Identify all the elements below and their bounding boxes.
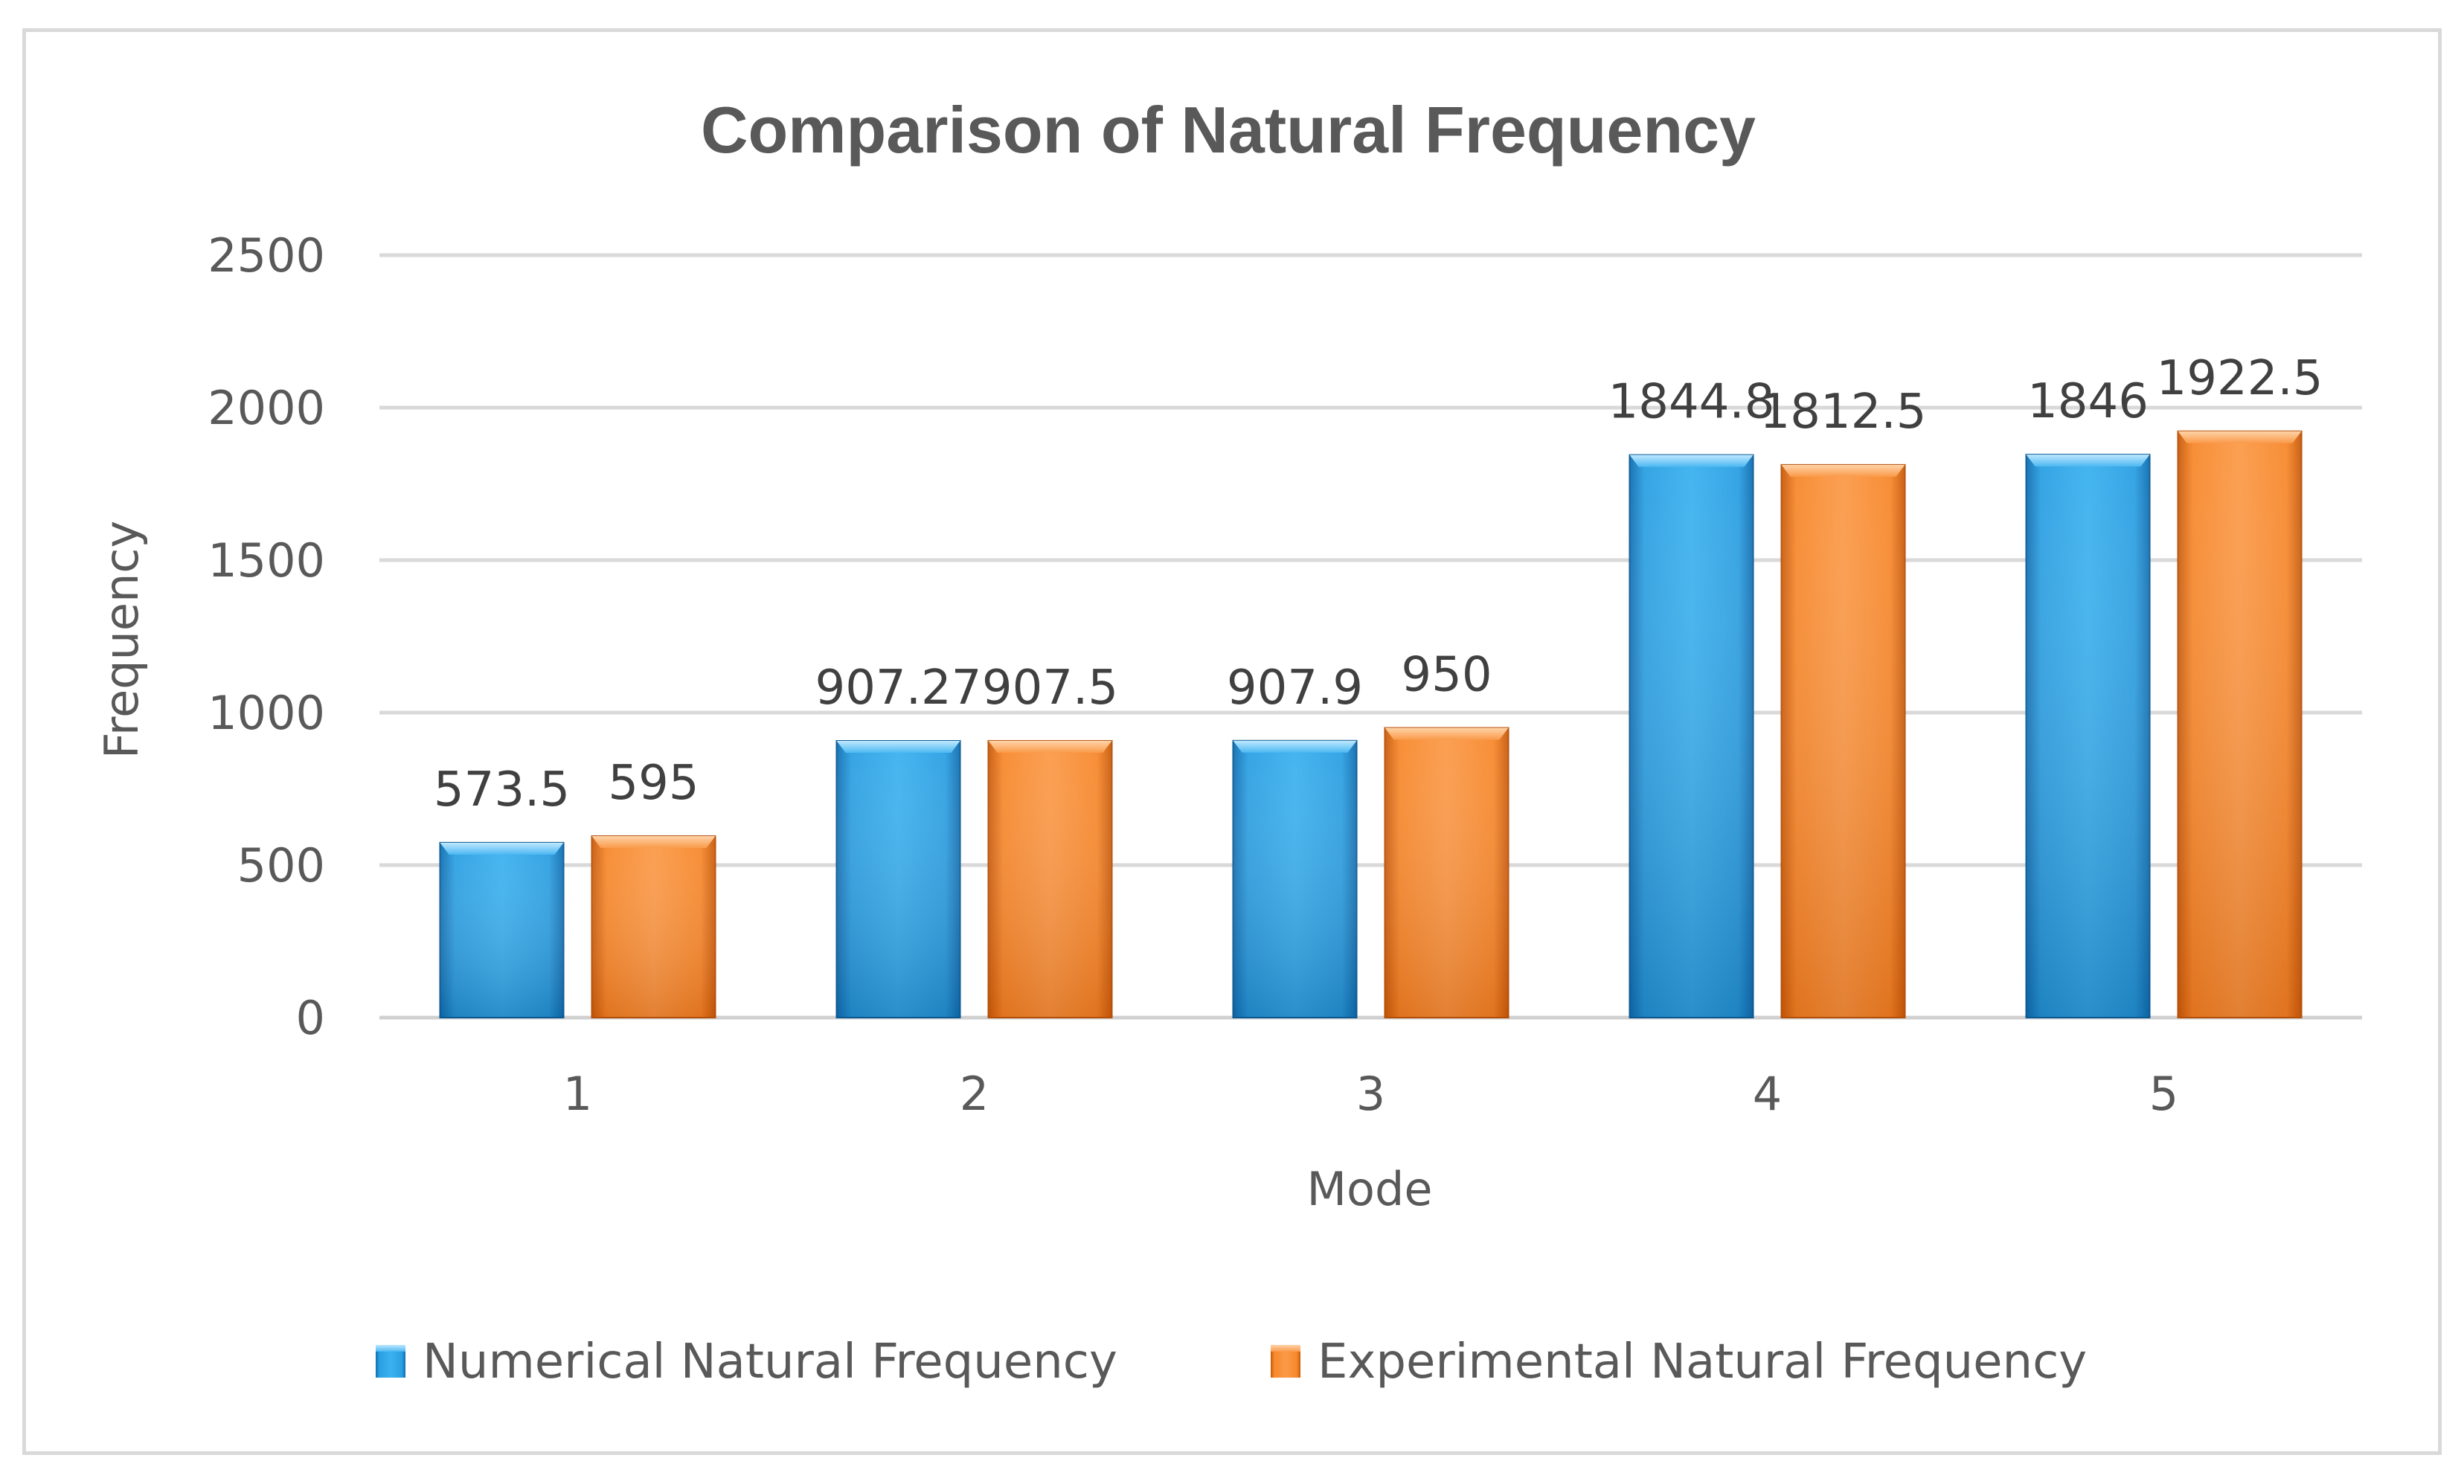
x-tick-label: 2 (960, 1067, 989, 1121)
bar-numerical-shade (440, 842, 564, 1018)
legend-item-numerical: Numerical Natural Frequency (376, 1334, 1117, 1390)
bar-numerical-shade (1629, 454, 1754, 1018)
bar-experimental-cap (988, 740, 1112, 753)
legend-item-experimental: Experimental Natural Frequency (1271, 1334, 2087, 1390)
bar-experimental-mode-4 (1780, 463, 1906, 1018)
y-tick-label: 0 (296, 991, 325, 1045)
data-label-numerical-mode-4: 1844.8 (1608, 375, 1775, 430)
x-tick-label: 5 (2149, 1067, 2178, 1121)
data-label-experimental-mode-1: 595 (608, 756, 699, 811)
y-tick-label: 1000 (208, 686, 325, 740)
bar-experimental-shade (988, 740, 1112, 1018)
legend-swatch-cap-numerical (376, 1345, 405, 1352)
bar-numerical-shade (836, 741, 960, 1018)
data-label-numerical-mode-3: 907.9 (1227, 661, 1363, 716)
bar-experimental-cap (1385, 727, 1509, 740)
bar-numerical-mode-4 (1629, 454, 1754, 1018)
y-tick-label: 2500 (208, 228, 325, 283)
data-label-experimental-mode-4: 1812.5 (1760, 385, 1927, 440)
bar-experimental-cap (591, 836, 716, 849)
bar-experimental-shade (2178, 431, 2302, 1018)
data-label-numerical-mode-1: 573.5 (434, 762, 570, 818)
bar-experimental-cap (2178, 431, 2302, 443)
y-tick-label: 1500 (208, 533, 325, 588)
data-label-experimental-mode-3: 950 (1401, 648, 1492, 703)
bars (439, 430, 2303, 1019)
legend-label-numerical: Numerical Natural Frequency (423, 1334, 1117, 1390)
bar-numerical-mode-1 (439, 841, 565, 1018)
x-axis-ticks: 1 2 3 4 5 (563, 1067, 2178, 1121)
bar-experimental-shade (591, 836, 716, 1018)
bar-numerical-mode-2 (835, 740, 961, 1018)
bar-numerical-shade (1233, 740, 1357, 1018)
data-label-numerical-mode-2: 907.27 (815, 661, 982, 716)
legend-label-experimental: Experimental Natural Frequency (1318, 1334, 2087, 1390)
bar-numerical-mode-3 (1232, 739, 1358, 1018)
x-axis-label: Mode (1307, 1162, 1433, 1216)
chart-title: Comparison of Natural Frequency (701, 93, 1756, 167)
bar-experimental-mode-3 (1384, 727, 1509, 1018)
y-tick-label: 500 (237, 838, 325, 893)
x-tick-label: 3 (1356, 1067, 1385, 1121)
legend: Numerical Natural Frequency Experimental… (376, 1334, 2087, 1390)
data-label-experimental-mode-5: 1922.5 (2157, 351, 2323, 406)
y-axis-ticks: 0 500 1000 1500 2000 2500 (208, 228, 325, 1045)
bar-numerical-cap (1629, 454, 1754, 467)
bar-experimental-mode-1 (591, 835, 716, 1019)
bar-experimental-cap (1781, 464, 1905, 477)
y-axis-label: Frequency (94, 521, 149, 759)
legend-swatch-cap-experimental (1271, 1345, 1300, 1352)
bar-experimental-shade (1385, 727, 1509, 1018)
bar-experimental-shade (1781, 464, 1905, 1018)
y-tick-label: 2000 (208, 381, 325, 435)
bar-experimental-mode-2 (987, 739, 1113, 1018)
x-tick-label: 1 (563, 1067, 592, 1121)
x-tick-label: 4 (1753, 1067, 1782, 1121)
data-label-experimental-mode-2: 907.5 (982, 661, 1118, 716)
bar-numerical-mode-5 (2025, 454, 2151, 1018)
bar-numerical-cap (440, 842, 564, 855)
bar-numerical-cap (1233, 740, 1357, 753)
bar-numerical-cap (836, 741, 960, 754)
bar-numerical-shade (2026, 454, 2150, 1018)
data-label-numerical-mode-5: 1846 (2027, 374, 2149, 429)
bar-experimental-mode-5 (2177, 430, 2303, 1018)
bar-numerical-cap (2026, 454, 2150, 467)
